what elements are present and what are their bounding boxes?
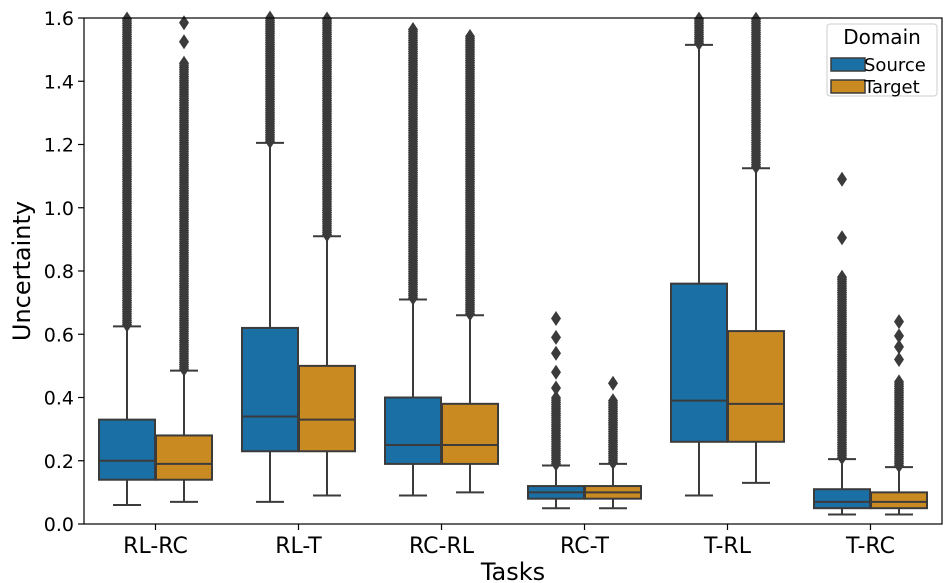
outlier-point <box>751 11 761 27</box>
outlier-point <box>551 345 561 361</box>
box-source-t-rl <box>670 11 728 497</box>
y-tick-label: 1.0 <box>44 198 74 220</box>
iqr-box <box>298 364 356 453</box>
iqr-box <box>870 491 928 510</box>
outlier-point <box>179 15 189 31</box>
outlier-group <box>608 393 618 470</box>
y-tick-label: 0.8 <box>44 261 74 283</box>
box-target-rl-rc <box>155 15 213 503</box>
x-tick-label: T-RL <box>703 534 752 559</box>
outlier-point <box>894 328 904 344</box>
legend-title: Domain <box>843 25 921 49</box>
outlier-point <box>322 11 332 27</box>
outlier-point <box>551 390 561 406</box>
plot-area <box>98 10 928 516</box>
box-target-t-rl <box>727 11 785 484</box>
legend-label-source: Source <box>864 55 926 76</box>
outlier-group <box>122 11 132 333</box>
outlier-point <box>179 34 189 50</box>
legend-frame <box>826 23 938 97</box>
outlier-group <box>265 10 275 149</box>
outlier-group <box>894 374 904 473</box>
outlier-point <box>894 314 904 330</box>
x-tick-label: RL-T <box>275 534 322 559</box>
iqr-box <box>98 418 156 481</box>
outlier-point <box>894 374 904 390</box>
y-tick-label: 1.4 <box>44 71 74 93</box>
outlier-point <box>608 393 618 409</box>
legend-swatch-source <box>830 57 866 72</box>
box-target-rc-rl <box>441 28 499 494</box>
y-tick-label: 0.6 <box>44 324 74 346</box>
outlier-group <box>694 11 704 51</box>
y-tick-label: 0.0 <box>44 514 74 536</box>
iqr-box <box>241 326 299 453</box>
legend-label-target: Target <box>863 77 920 98</box>
outlier-point <box>894 339 904 355</box>
box-source-rc-rl <box>384 21 442 497</box>
outlier-point <box>837 171 847 187</box>
outlier-point <box>551 310 561 326</box>
y-tick-label: 0.4 <box>44 388 74 410</box>
outlier-point <box>179 55 189 71</box>
outlier-point <box>551 364 561 380</box>
axes: 0.0 0.2 0.4 0.6 0.8 1.0 1.2 1.4 1.6 RL-RC RL-T RC-R… <box>44 8 943 559</box>
iqr-box <box>384 396 442 465</box>
box-source-rc-t <box>527 310 585 510</box>
box-target-rl-t <box>298 11 356 497</box>
x-axis-title: Tasks <box>480 558 545 583</box>
legend-swatch-target <box>830 79 866 94</box>
legend: Domain Source Target <box>826 23 938 98</box>
iqr-box <box>727 330 785 443</box>
outlier-group <box>551 390 561 472</box>
outlier-point <box>408 21 418 37</box>
y-axis-title: Uncertainty <box>8 201 36 341</box>
box-source-t-rc <box>813 171 871 516</box>
outlier-point <box>551 329 561 345</box>
outlier-point <box>837 230 847 246</box>
outlier-group <box>837 269 847 466</box>
outlier-point <box>694 11 704 27</box>
outlier-point <box>608 375 618 391</box>
iqr-box <box>813 488 871 510</box>
outlier-group <box>465 28 475 322</box>
outlier-point <box>122 11 132 27</box>
x-tick-label: RC-T <box>560 534 609 559</box>
box-target-t-rc <box>870 314 928 516</box>
outlier-point <box>465 28 475 44</box>
y-tick-label: 1.6 <box>44 8 74 30</box>
iqr-box <box>155 434 213 481</box>
x-tick-label: RL-RC <box>123 534 188 559</box>
x-tick-label: T-RC <box>845 534 895 559</box>
y-tick-label: 1.2 <box>44 135 74 157</box>
outlier-group <box>179 55 189 377</box>
x-tick-label: RC-RL <box>409 534 475 559</box>
box-source-rl-rc <box>98 11 156 507</box>
outlier-group <box>322 11 332 243</box>
outlier-point <box>551 380 561 396</box>
box-source-rl-t <box>241 10 299 503</box>
iqr-box <box>670 282 728 443</box>
outlier-point <box>837 269 847 285</box>
outlier-group <box>408 21 418 306</box>
y-tick-label: 0.2 <box>44 451 74 473</box>
outlier-point <box>894 352 904 368</box>
iqr-box <box>441 402 499 465</box>
outlier-group <box>751 11 761 175</box>
box-target-rc-t <box>584 375 642 510</box>
